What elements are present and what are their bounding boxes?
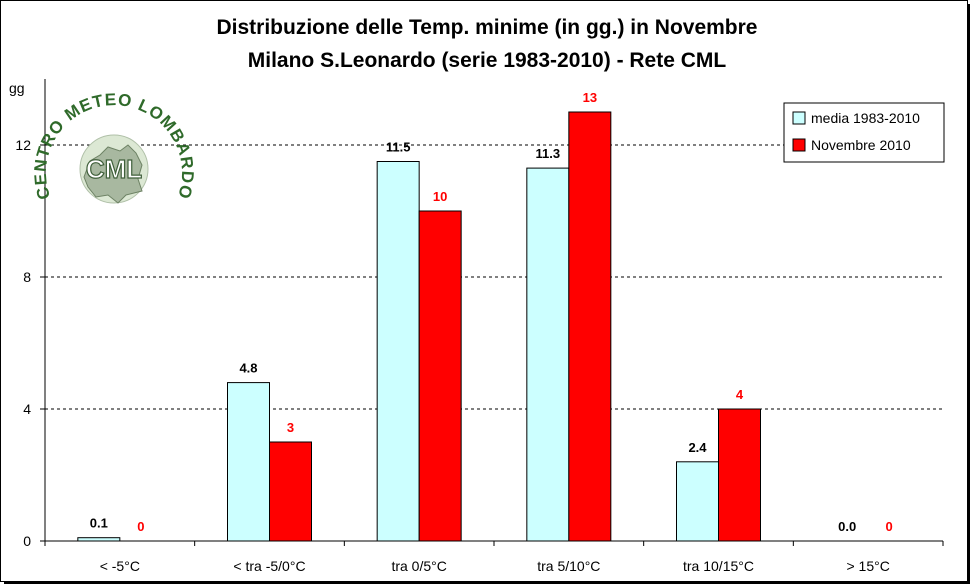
bar-novembre xyxy=(568,111,612,542)
legend-label-media: media 1983-2010 xyxy=(811,110,920,126)
data-label-novembre: 13 xyxy=(583,90,597,105)
x-category-label: < tra -5/0°C xyxy=(233,558,305,574)
bars xyxy=(77,111,761,542)
legend-label-novembre: Novembre 2010 xyxy=(811,137,911,153)
bar-novembre xyxy=(269,441,312,542)
data-label-media: 0.0 xyxy=(838,519,856,534)
data-label-media: 2.4 xyxy=(688,440,707,455)
data-label-media: 0.1 xyxy=(90,516,108,531)
legend-swatch-media xyxy=(792,111,806,125)
lombardy-map-icon xyxy=(83,144,143,204)
bar-media xyxy=(376,161,420,542)
data-labels: 0.1 0 4.8 3 11.5 10 11.3 13 2.4 4 0.0 0 xyxy=(90,90,893,534)
y-tick-label-8: 8 xyxy=(23,269,31,285)
logo-center-text: CML xyxy=(86,154,142,184)
x-category-labels: < -5°C < tra -5/0°C tra 0/5°C tra 5/10°C tra… xyxy=(100,558,890,574)
bar-media xyxy=(676,461,719,542)
data-label-novembre: 4 xyxy=(736,387,744,402)
x-category-label: > 15°C xyxy=(846,558,889,574)
bar-media xyxy=(227,382,270,542)
x-category-label: tra 10/15°C xyxy=(683,558,754,574)
y-tick-label-4: 4 xyxy=(23,401,31,417)
legend: media 1983-2010 Novembre 2010 xyxy=(783,102,945,163)
y-tick-label-12: 12 xyxy=(15,137,31,153)
y-tick-labels: 0 4 8 12 xyxy=(15,137,31,549)
data-label-novembre: 10 xyxy=(433,189,447,204)
y-tick-label-0: 0 xyxy=(23,533,31,549)
data-label-novembre: 3 xyxy=(287,420,294,435)
bar-novembre xyxy=(718,408,761,542)
y-axis-label: gg xyxy=(9,80,25,96)
x-category-label: tra 5/10°C xyxy=(537,558,600,574)
legend-swatch-novembre xyxy=(792,138,806,152)
bar-media xyxy=(526,167,570,542)
data-label-novembre: 0 xyxy=(137,519,144,534)
data-label-media: 4.8 xyxy=(239,361,257,376)
cml-logo: CML CENTRO METEO LOMBARDO xyxy=(31,90,196,204)
chart-subtitle: Milano S.Leonardo (serie 1983-2010) - Re… xyxy=(248,49,727,72)
data-label-novembre: 0 xyxy=(886,519,893,534)
x-category-label: tra 0/5°C xyxy=(391,558,446,574)
data-label-media: 11.3 xyxy=(536,146,561,161)
bar-novembre xyxy=(418,210,462,542)
x-category-label: < -5°C xyxy=(100,558,140,574)
chart-title: Distribuzione delle Temp. minime (in gg.… xyxy=(216,16,757,39)
legend-box xyxy=(783,102,945,163)
data-label-media: 11.5 xyxy=(386,140,411,155)
axes xyxy=(40,79,944,546)
